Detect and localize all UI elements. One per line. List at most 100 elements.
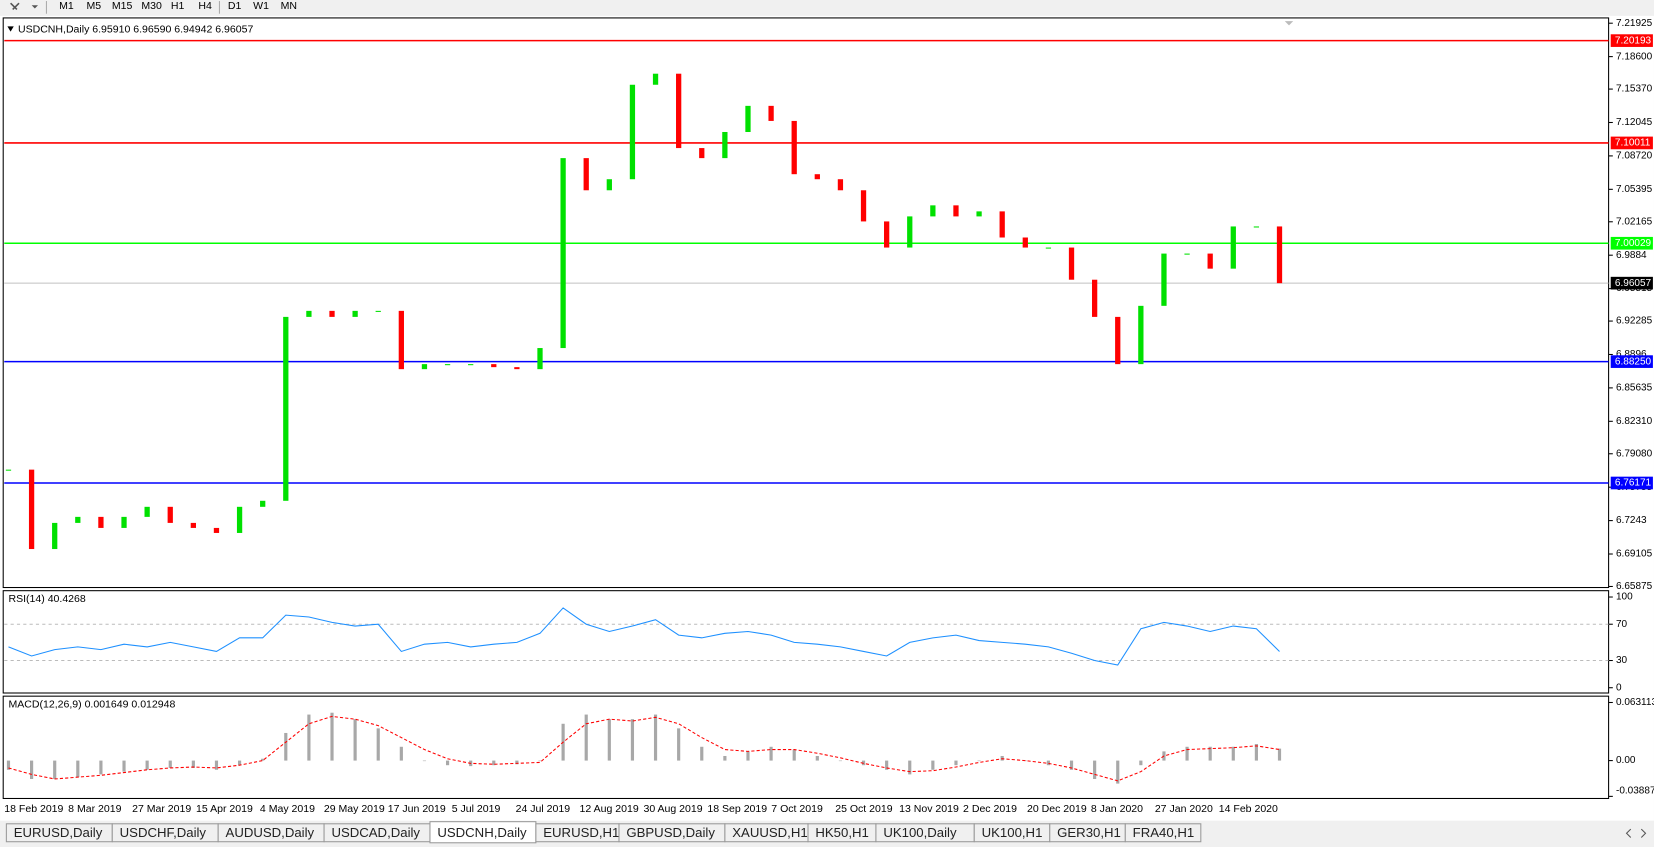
timeframe-button[interactable]: W1 <box>253 0 269 12</box>
tool-icon[interactable] <box>10 2 20 11</box>
timeframe-button[interactable]: M5 <box>87 0 102 12</box>
rsi-tick-label: 0 <box>1616 682 1622 693</box>
macd-bar <box>838 760 843 762</box>
candle <box>352 310 358 317</box>
tab-label[interactable]: USDCAD,Daily <box>331 825 420 840</box>
timeframe-button[interactable]: M15 <box>112 0 133 12</box>
chart-header: USDCNH,Daily 6.95910 6.96590 6.94942 6.9… <box>18 23 254 35</box>
macd-bar <box>815 755 819 761</box>
rsi-line <box>8 607 1280 666</box>
y-tick-label: 6.79080 <box>1616 448 1653 459</box>
level-label: 6.76171 <box>1615 478 1652 489</box>
x-tick-label: 15 Apr 2019 <box>196 803 253 815</box>
candle <box>444 364 451 366</box>
tab-label[interactable]: AUDUSD,Daily <box>226 825 315 840</box>
tab-label[interactable]: HK50,H1 <box>815 825 868 840</box>
candle <box>5 469 12 471</box>
tab-label[interactable]: USDCNH,Daily <box>437 825 527 840</box>
candle <box>329 310 335 317</box>
macd-bar <box>168 760 172 768</box>
macd-bar <box>1208 746 1212 761</box>
candle <box>260 500 266 507</box>
candle <box>837 179 844 191</box>
y-tick-label: 6.69105 <box>1616 549 1653 560</box>
level-box <box>1610 136 1653 150</box>
macd-bar <box>630 719 635 761</box>
tab-label[interactable]: XAUUSD,H1 <box>732 825 807 840</box>
macd-tick-label: 0.063113 <box>1616 697 1654 708</box>
level-box <box>1610 34 1653 47</box>
tab-scroll[interactable] <box>1625 828 1647 838</box>
macd-bar <box>492 760 496 766</box>
candle <box>953 205 959 217</box>
x-tick-label: 18 Feb 2019 <box>4 803 63 815</box>
candle <box>1115 316 1121 365</box>
candle <box>537 348 543 370</box>
macd-bar <box>307 714 311 761</box>
candle <box>860 190 867 222</box>
y-tick-label: 7.15370 <box>1616 84 1653 95</box>
y-tick-label: 6.8896 <box>1616 349 1647 360</box>
candle <box>468 364 474 366</box>
macd-tick-label: 0.00 <box>1616 755 1636 766</box>
candle <box>121 516 127 528</box>
macd-signal <box>8 715 1280 782</box>
candle <box>1161 253 1167 306</box>
y-tick-label: 7.12045 <box>1616 117 1653 128</box>
timeframe-button[interactable]: H4 <box>198 0 212 12</box>
level-label: 7.20193 <box>1615 35 1652 46</box>
macd-bar <box>1231 746 1235 761</box>
tab-label[interactable]: GER30,H1 <box>1057 825 1121 840</box>
tab-label[interactable]: EURUSD,Daily <box>14 825 103 840</box>
candle <box>1207 253 1213 269</box>
timeframe-button[interactable]: MN <box>281 0 297 12</box>
macd-bar <box>6 760 11 770</box>
current-price-label: 6.96057 <box>1615 278 1652 289</box>
candle <box>1230 226 1236 269</box>
tab-label[interactable]: GBPUSD,Daily <box>626 825 715 840</box>
macd-bar <box>445 760 450 766</box>
timeframe-button[interactable]: D1 <box>228 0 242 12</box>
x-tick-label: 5 Jul 2019 <box>452 803 501 815</box>
macd-bar <box>977 760 981 762</box>
macd-bar <box>145 760 149 770</box>
tab-label[interactable]: UK100,Daily <box>883 825 957 840</box>
candle <box>999 211 1005 238</box>
candle <box>652 73 659 85</box>
candle <box>52 522 58 550</box>
level-box <box>1610 355 1653 368</box>
macd-bar <box>1116 760 1120 784</box>
tab-label[interactable]: FRA40,H1 <box>1133 825 1195 840</box>
y-tick-label: 6.85635 <box>1616 383 1653 394</box>
candle <box>398 310 404 370</box>
rsi-panel <box>2 590 1610 694</box>
macd-bar <box>769 746 773 761</box>
macd-bar <box>954 760 958 766</box>
candle <box>583 158 589 191</box>
macd-bar <box>353 719 357 761</box>
x-tick-label: 8 Mar 2019 <box>68 803 121 815</box>
tab[interactable] <box>1124 823 1202 843</box>
dropdown-icon[interactable] <box>31 5 39 9</box>
candle <box>75 516 81 523</box>
candle <box>1091 279 1098 317</box>
macd-panel <box>2 695 1610 800</box>
timeframe-button[interactable]: M1 <box>59 0 74 12</box>
timeframe-button[interactable]: M30 <box>141 0 162 12</box>
tab-label[interactable]: UK100,H1 <box>982 825 1043 840</box>
x-tick-label: 18 Sep 2019 <box>707 803 767 815</box>
tab-label[interactable]: EURUSD,H1 <box>543 825 619 840</box>
macd-bar <box>607 719 611 761</box>
candle <box>907 216 913 248</box>
macd-bar <box>700 746 704 761</box>
candle <box>283 316 289 501</box>
rsi-header: RSI(14) 40.4268 <box>8 593 85 605</box>
candle <box>1022 237 1028 248</box>
y-tick-label: 7.21925 <box>1616 18 1653 29</box>
tab-label[interactable]: USDCHF,Daily <box>120 825 207 840</box>
macd-bar <box>538 760 542 762</box>
timeframe-button[interactable]: H1 <box>171 0 185 12</box>
candle <box>98 516 104 528</box>
